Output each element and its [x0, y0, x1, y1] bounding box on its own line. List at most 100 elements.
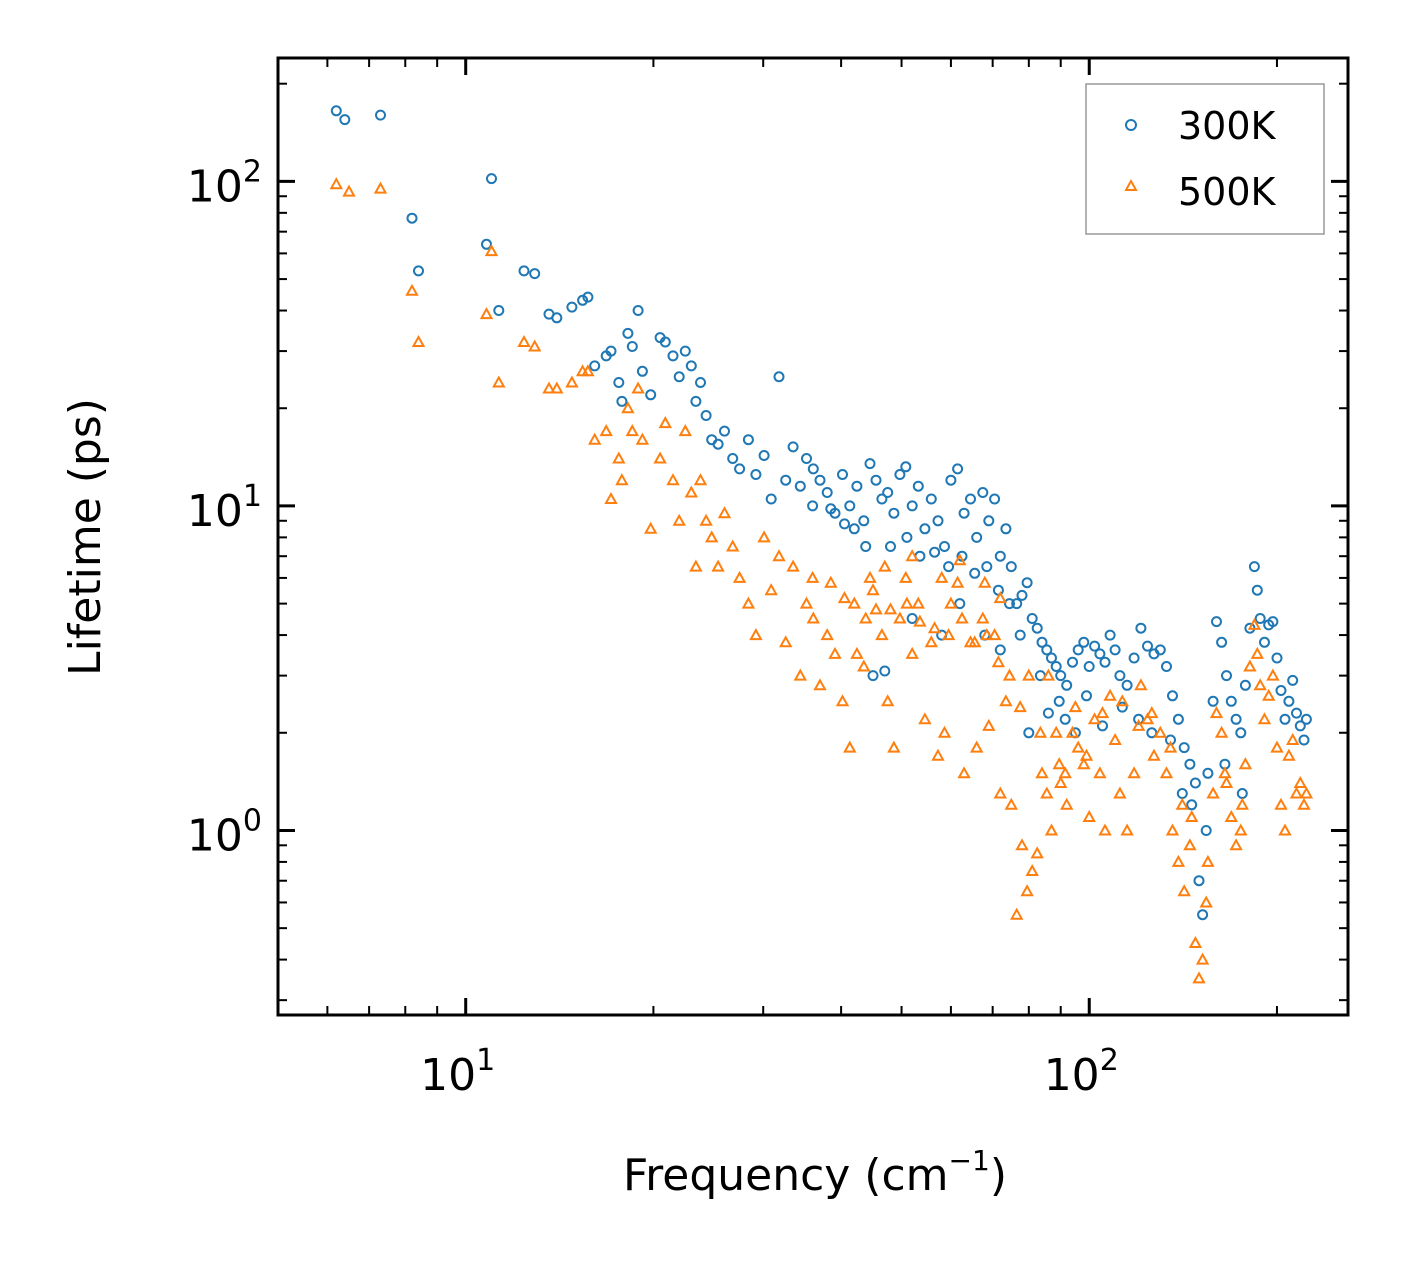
data-point-500k	[1049, 725, 1063, 738]
data-point-300k	[486, 173, 497, 185]
data-point-300k	[1114, 670, 1126, 682]
data-point-500k	[1004, 797, 1018, 810]
data-point-500k	[528, 339, 542, 352]
data-point-500k	[342, 184, 356, 197]
data-point-300k	[582, 291, 594, 303]
data-point-500k	[1235, 797, 1249, 810]
data-point-500k	[764, 583, 778, 596]
data-point-300k	[1235, 727, 1247, 739]
data-point-500k	[987, 628, 1002, 641]
data-point-500k	[1243, 659, 1257, 672]
data-point-300k	[864, 458, 876, 470]
y-tick-label: 102	[187, 154, 262, 212]
data-point-300k	[807, 500, 819, 512]
legend-marker-300k	[1125, 119, 1137, 131]
data-point-500k	[1274, 797, 1288, 810]
legend-label-300k: 300K	[1178, 104, 1277, 148]
data-point-300k	[977, 487, 989, 498]
data-point-500k	[615, 473, 629, 486]
x-tick-label-base: 10	[420, 1050, 476, 1101]
data-point-500k	[878, 559, 892, 572]
data-point-500k	[1214, 725, 1229, 738]
data-point-500k	[1159, 766, 1174, 779]
data-point-500k	[779, 635, 793, 648]
data-point-500k	[653, 451, 667, 464]
data-point-500k	[1183, 838, 1197, 851]
data-point-300k	[787, 441, 799, 453]
data-point-500k	[1035, 766, 1049, 779]
data-point-300k	[1031, 622, 1043, 634]
data-point-500k	[1206, 786, 1220, 799]
data-point-300k	[758, 450, 770, 461]
data-point-300k	[1078, 636, 1090, 648]
data-point-500k	[581, 364, 595, 377]
data-point-300k	[1225, 695, 1237, 707]
x-axis-title-superscript: −1	[949, 1144, 990, 1177]
data-point-500k	[887, 740, 901, 753]
data-point-500k	[1297, 797, 1311, 810]
data-point-300k	[1041, 644, 1053, 656]
data-point-300k	[932, 515, 944, 527]
data-point-300k	[1271, 652, 1283, 664]
data-point-300k	[900, 461, 912, 473]
data-point-500k	[1195, 952, 1210, 965]
data-point-300k	[1239, 679, 1251, 691]
data-point-300k	[870, 474, 882, 486]
data-point-300k	[695, 377, 706, 388]
data-point-500k	[1282, 748, 1296, 761]
data-point-500k	[484, 244, 499, 257]
data-point-500k	[899, 570, 913, 583]
series-300k	[330, 105, 1312, 921]
data-point-300k	[1089, 640, 1101, 652]
data-point-500k	[1286, 732, 1300, 745]
data-point-300k	[807, 463, 819, 475]
data-point-300k	[952, 463, 964, 475]
data-point-500k	[993, 786, 1007, 799]
data-point-500k	[757, 530, 771, 543]
data-point-300k	[925, 493, 937, 505]
y-tick-label: 101	[187, 479, 262, 537]
data-point-500k	[875, 628, 889, 641]
data-point-500k	[1234, 823, 1248, 836]
data-point-500k	[1015, 838, 1029, 851]
data-point-300k	[1072, 644, 1084, 656]
data-point-300k	[1254, 613, 1266, 624]
x-tick-label-exponent: 2	[1100, 1043, 1119, 1078]
data-point-300k	[839, 518, 850, 530]
data-point-500k	[1171, 854, 1186, 867]
data-point-300k	[406, 212, 418, 224]
data-point-500k	[666, 473, 680, 486]
data-point-500k	[828, 646, 842, 659]
data-point-500k	[893, 611, 907, 624]
axis-ticks	[277, 58, 1348, 1015]
series-500k	[329, 177, 1314, 984]
data-point-300k	[632, 305, 644, 316]
data-point-500k	[982, 718, 996, 731]
data-point-500k	[1077, 757, 1091, 770]
data-point-500k	[635, 432, 650, 445]
data-point-300k	[673, 371, 685, 383]
data-point-300k	[969, 567, 981, 579]
data-point-500k	[1134, 678, 1148, 691]
data-point-500k	[1079, 748, 1094, 761]
data-point-500k	[550, 381, 564, 394]
data-point-300k	[965, 493, 976, 505]
data-point-500k	[1209, 706, 1224, 719]
data-point-500k	[1218, 766, 1232, 779]
data-point-300k	[981, 561, 993, 573]
data-point-300k	[1287, 674, 1299, 686]
data-point-500k	[1201, 854, 1215, 867]
data-point-300k	[906, 500, 918, 512]
data-point-500k	[492, 375, 506, 388]
data-point-500k	[863, 570, 877, 583]
data-point-500k	[693, 473, 708, 486]
data-point-500k	[373, 181, 388, 194]
x-tick-label: 102	[1044, 1043, 1119, 1101]
data-point-500k	[980, 628, 994, 641]
data-point-300k	[1291, 707, 1302, 719]
data-point-500k	[950, 575, 965, 588]
data-point-300k	[1021, 577, 1033, 589]
data-point-300k	[1004, 598, 1015, 610]
data-point-500k	[631, 381, 645, 394]
